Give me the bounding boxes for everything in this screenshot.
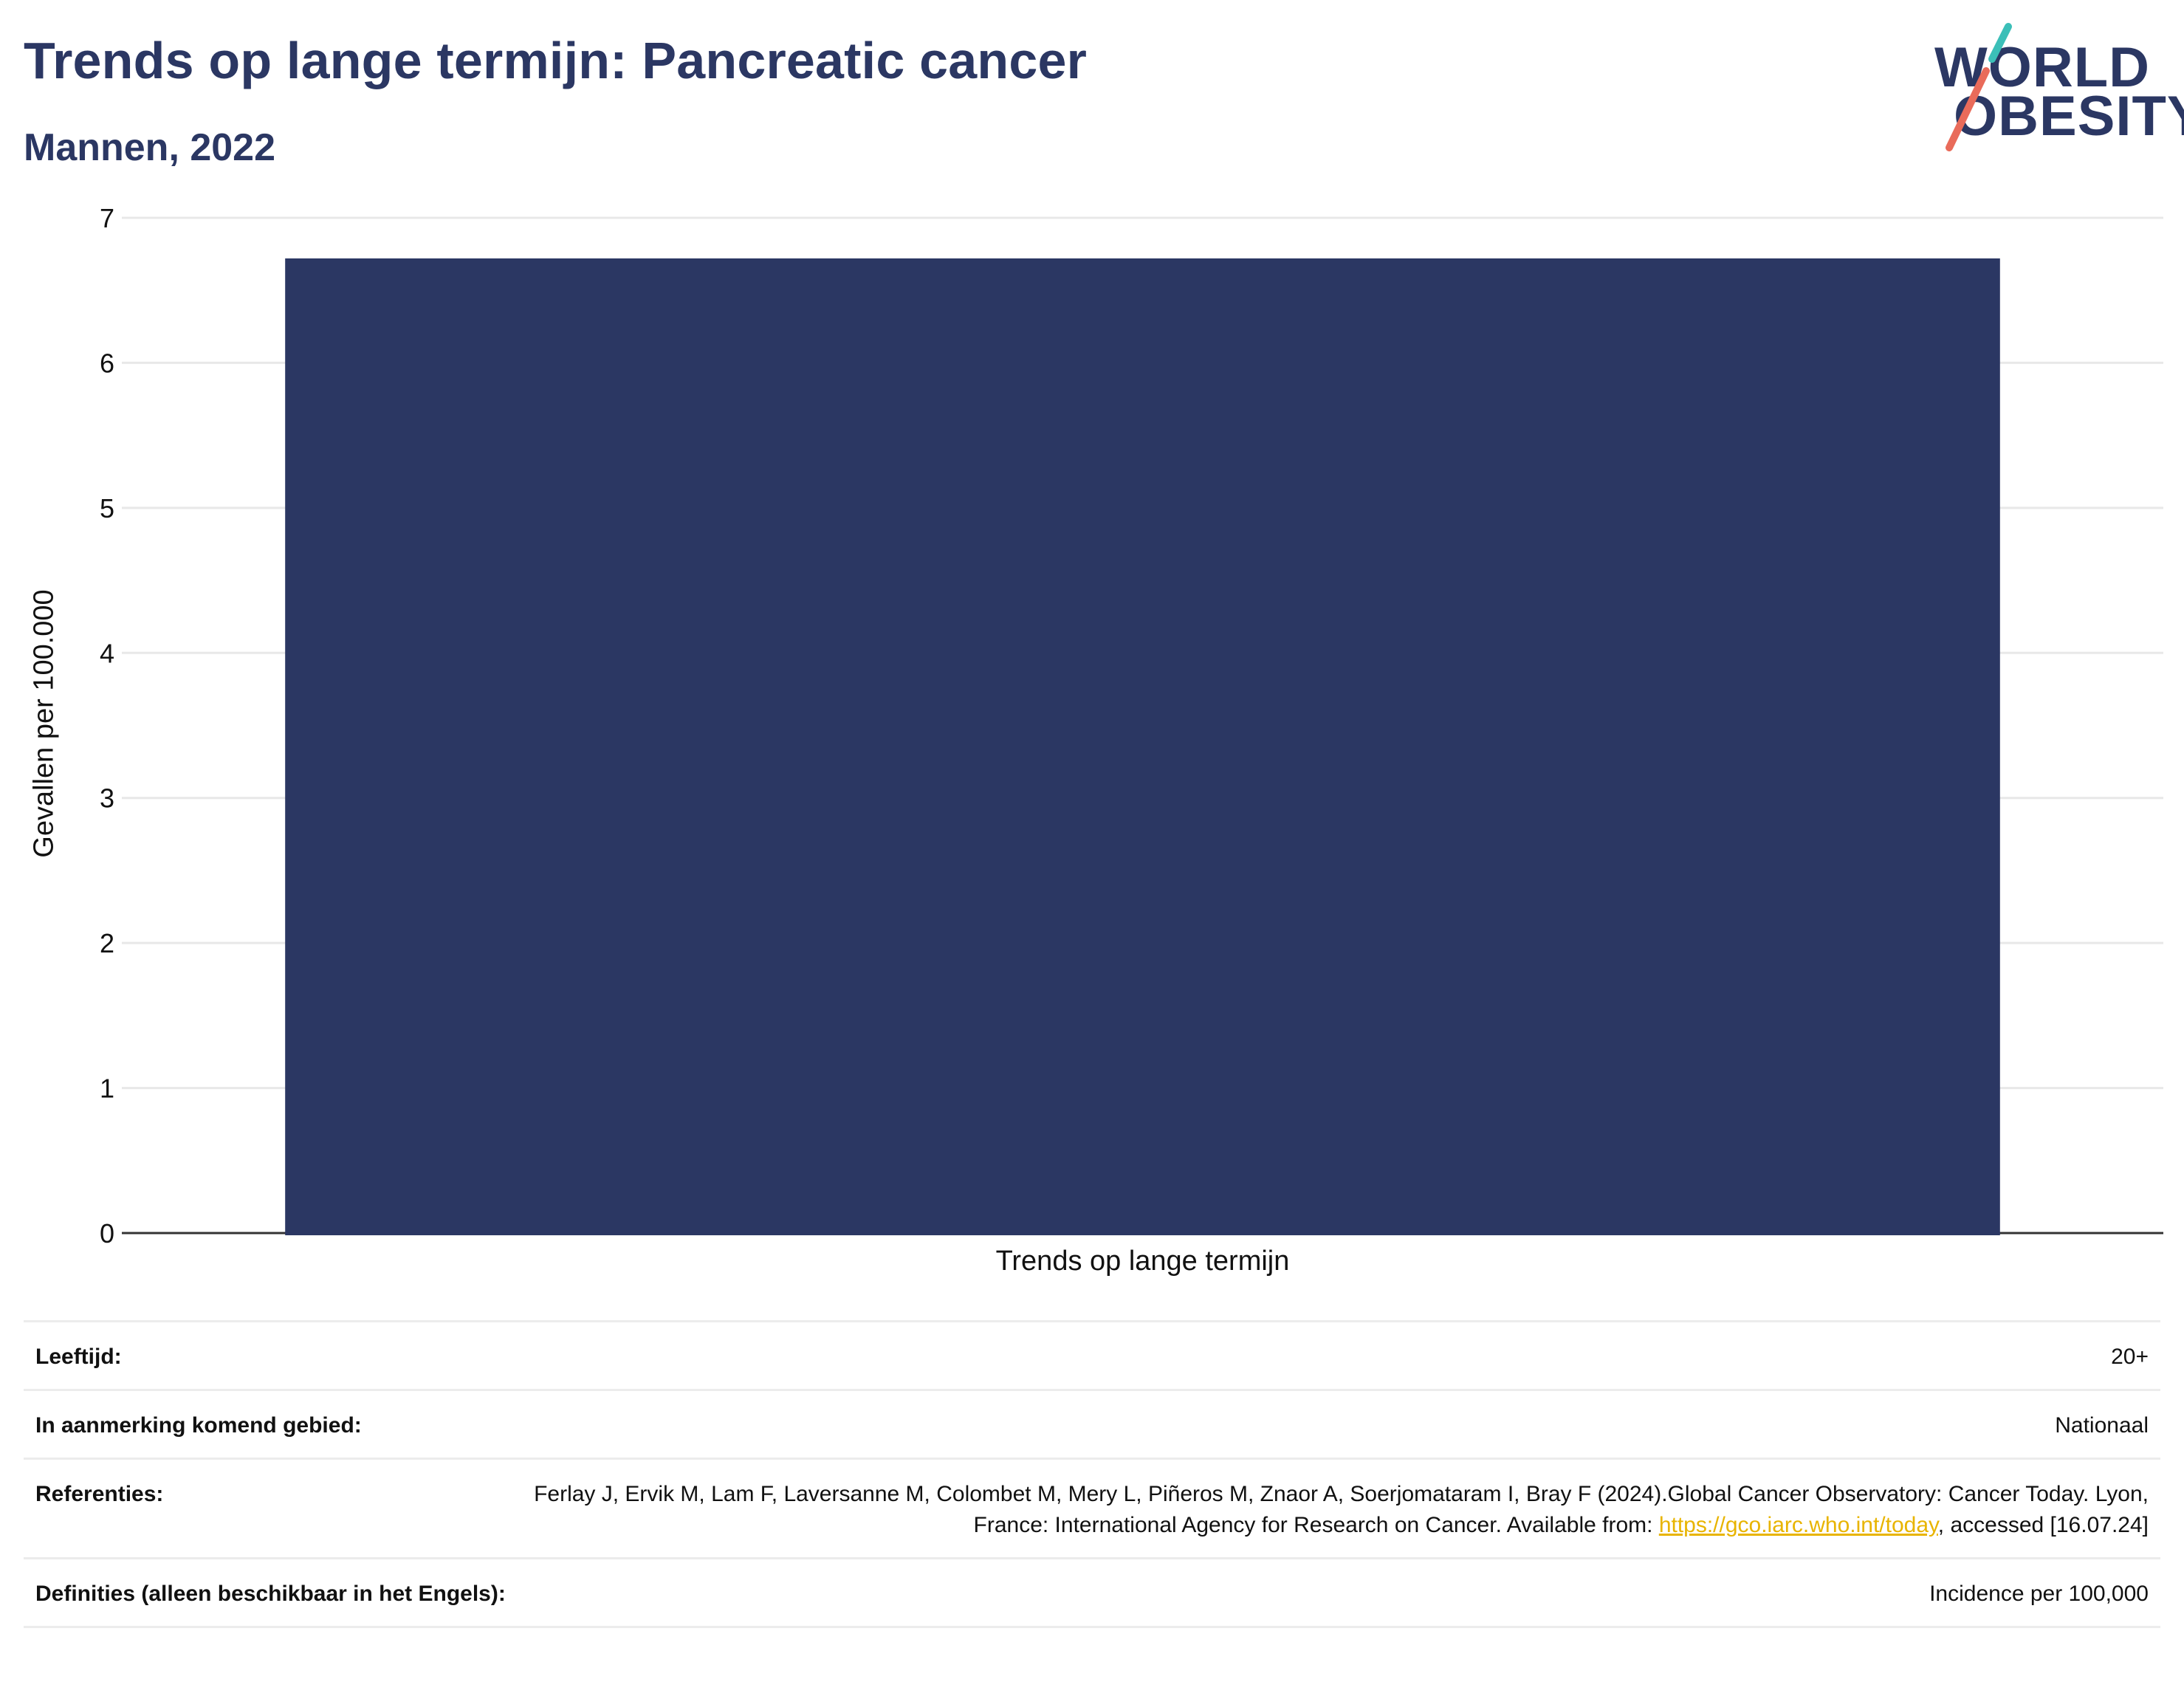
info-row-age: Leeftijd: 20+	[24, 1320, 2160, 1389]
info-table: Leeftijd: 20+ In aanmerking komend gebie…	[24, 1320, 2160, 1628]
info-label: Leeftijd:	[35, 1345, 122, 1369]
info-value: Nationaal	[2055, 1413, 2149, 1438]
logo-text-line2: OBESITY	[1954, 85, 2184, 148]
y-tick-label: 6	[100, 348, 114, 378]
x-tick-label: Trends op lange termijn	[996, 1246, 1290, 1277]
info-label: In aanmerking komend gebied:	[35, 1413, 362, 1438]
logo-text-line1: WORLD	[1934, 36, 2151, 99]
world-obesity-logo[interactable]: WORLD OBESITY	[1920, 21, 2184, 161]
y-tick-label: 1	[100, 1074, 114, 1104]
info-row-area: In aanmerking komend gebied: Nationaal	[24, 1389, 2160, 1458]
info-row-references: Referenties: Ferlay J, Ervik M, Lam F, L…	[24, 1458, 2160, 1557]
info-value: Incidence per 100,000	[1929, 1582, 2149, 1606]
y-tick-label: 3	[100, 783, 114, 814]
y-tick-label: 0	[100, 1218, 114, 1249]
logo-slash-icon	[1946, 23, 2012, 151]
y-tick-label: 4	[100, 638, 114, 668]
reference-link[interactable]: https://gco.iarc.who.int/today	[1658, 1513, 1938, 1537]
bar[interactable]	[285, 258, 2000, 1235]
info-value-reference: Ferlay J, Ervik M, Lam F, Laversanne M, …	[524, 1479, 2149, 1541]
info-value: 20+	[2111, 1345, 2149, 1369]
chart-title: Trends op lange termijn: Pancreatic canc…	[24, 32, 1088, 89]
info-label: Referenties:	[35, 1482, 164, 1506]
bar-chart: 0 1 2 3 4 5 6 7 Trends op lange termijn	[100, 203, 2163, 1277]
y-tick-label: 5	[100, 493, 114, 523]
info-label: Definities (alleen beschikbaar in het En…	[35, 1582, 506, 1606]
y-tick-label: 7	[100, 203, 114, 233]
info-row-definitions: Definities (alleen beschikbaar in het En…	[24, 1557, 2160, 1628]
y-tick-label: 2	[100, 928, 114, 958]
chart-subtitle: Mannen, 2022	[24, 126, 276, 169]
reference-accessed: , accessed [16.07.24]	[1937, 1513, 2149, 1537]
reference-text: Ferlay J, Ervik M, Lam F, Laversanne M, …	[534, 1482, 2149, 1537]
